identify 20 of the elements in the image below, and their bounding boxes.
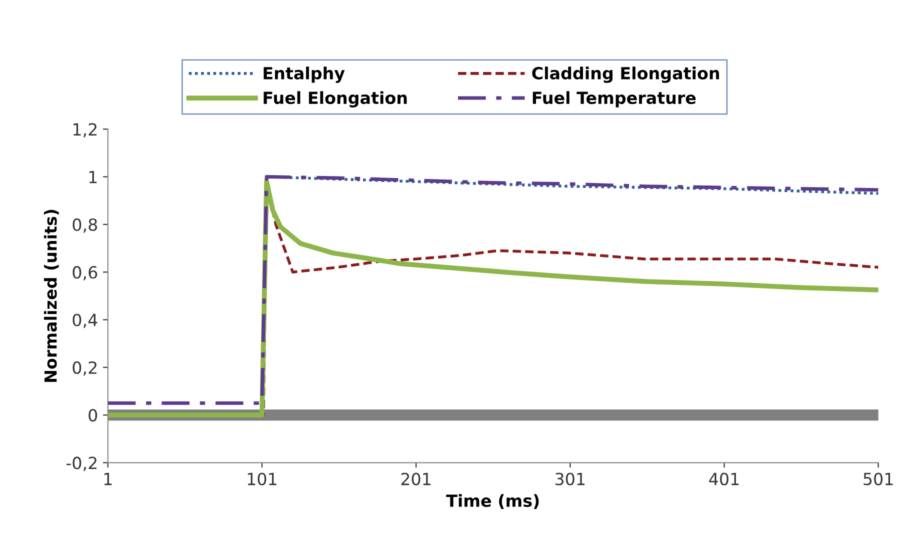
- x-axis-title: Time (ms): [446, 494, 539, 509]
- x-tick-label: 501: [864, 472, 893, 486]
- legend-label: Entalphy: [264, 66, 345, 83]
- x-tick-label: 401: [709, 472, 739, 486]
- y-axis-title: Normalized (units): [44, 210, 59, 382]
- x-tick-label: 301: [556, 472, 585, 486]
- x-tick-label: 201: [401, 472, 430, 486]
- legend-label: Fuel Temperature: [532, 91, 696, 108]
- legend-label: Cladding Elongation: [532, 66, 719, 83]
- x-tick-label: 1: [104, 472, 112, 486]
- y-tick-label: 0,6: [72, 266, 98, 280]
- y-tick-label: 0,4: [72, 314, 98, 328]
- legend-label: Fuel Elongation: [264, 91, 407, 108]
- y-tick-label: 0: [88, 408, 98, 422]
- x-tick-label: 101: [248, 472, 276, 486]
- y-tick-label: 1,2: [73, 123, 96, 138]
- y-tick-label: 1: [89, 170, 97, 184]
- y-tick-label: 0,2: [72, 361, 96, 376]
- y-tick-label: -0,2: [66, 456, 96, 471]
- y-tick-label: 0,8: [72, 218, 98, 233]
